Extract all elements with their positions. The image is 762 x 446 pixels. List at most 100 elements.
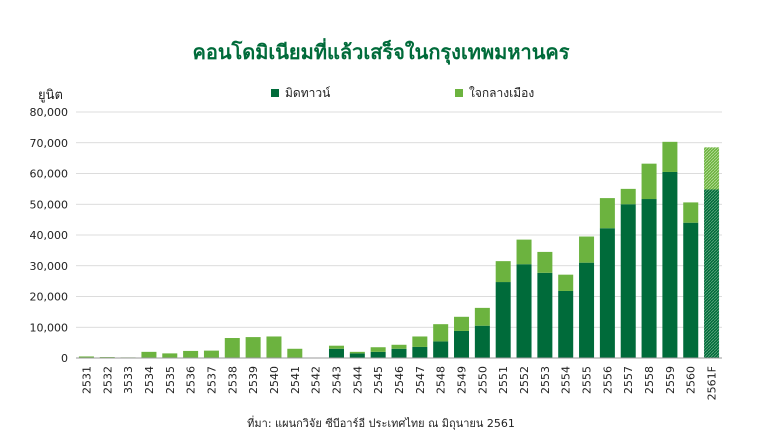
bar-downtown-2550 [474, 307, 490, 326]
legend-swatch [271, 89, 279, 97]
x-axis-ticks: 2531 2532 3533 2534 2535 2536 2537 2538 2539 2540… [80, 366, 718, 400]
bar-midtown-2544 [349, 353, 365, 358]
bar-downtown-2546 [391, 344, 407, 349]
x-tick-label: 2550 [476, 366, 489, 394]
x-tick-label: 2547 [414, 366, 427, 394]
x-tick-label: 2539 [247, 366, 260, 394]
bar-downtown-2545 [370, 347, 386, 352]
y-tick-label: 10,000 [30, 321, 69, 334]
bar-midtown-2553 [537, 272, 553, 358]
bar-downtown-2552 [516, 239, 532, 265]
bar-downtown-2534 [141, 351, 157, 358]
bar-midtown-2545 [370, 351, 386, 358]
bar-downtown-2558 [641, 163, 657, 200]
bar-midtown-2554 [558, 290, 574, 358]
bar-downtown-2537 [203, 350, 219, 358]
bar-midtown-2549 [454, 330, 470, 358]
bars [78, 141, 720, 358]
x-tick-label: 3533 [122, 366, 135, 394]
x-tick-label: 2538 [226, 366, 239, 394]
bar-downtown-2559 [662, 141, 678, 172]
bar-midtown-2546 [391, 348, 407, 358]
bar-midtown-2551 [495, 282, 511, 358]
bar-midtown-2543 [328, 348, 344, 358]
bar-downtown-2560 [683, 202, 699, 223]
bar-midtown-2552 [516, 264, 532, 358]
y-tick-label: 60,000 [30, 168, 69, 181]
x-tick-label: 2549 [456, 366, 469, 394]
bar-downtown-2538 [224, 338, 240, 358]
bar-midtown-2560 [683, 222, 699, 358]
x-tick-label: 2542 [310, 366, 323, 394]
legend: มิดทาวน์ ใจกลางเมือง [271, 86, 534, 100]
x-tick-label: 2532 [101, 366, 114, 394]
gridlines [76, 111, 722, 328]
x-tick-label: 2558 [643, 366, 656, 394]
x-tick-label: 2548 [435, 366, 448, 394]
bar-midtown-2548 [433, 341, 449, 358]
y-tick-label: 50,000 [30, 198, 69, 211]
y-tick-label: 0 [61, 352, 68, 365]
x-tick-label: 2557 [622, 366, 635, 394]
bar-downtown-2561F [704, 147, 720, 190]
x-tick-label: 2535 [164, 366, 177, 394]
x-tick-label: 2534 [143, 366, 156, 394]
x-tick-label: 2546 [393, 366, 406, 394]
source-note: ที่มา: แผนกวิจัย ซีบีอาร์อี ประเทศไทย ณ … [247, 415, 515, 430]
bar-midtown-2559 [662, 171, 678, 358]
x-tick-label: 2552 [518, 366, 531, 394]
bar-midtown-2555 [579, 262, 595, 358]
y-tick-label: 80,000 [30, 106, 69, 119]
bar-downtown-2531 [78, 356, 94, 358]
bar-midtown-2561F [704, 189, 720, 358]
bar-downtown-2547 [412, 336, 428, 347]
x-tick-label: 2543 [330, 366, 343, 394]
bar-downtown-2535 [162, 353, 178, 358]
x-tick-label: 2559 [664, 366, 677, 394]
x-tick-label: 2553 [539, 366, 552, 394]
x-tick-label: 2560 [685, 366, 698, 394]
x-tick-label: 2544 [351, 366, 364, 394]
bar-downtown-2540 [266, 336, 282, 358]
bar-midtown-2557 [620, 204, 636, 358]
bar-downtown-2539 [245, 337, 261, 358]
x-tick-label: 2537 [205, 366, 218, 394]
legend-label: ใจกลางเมือง [469, 86, 534, 100]
bar-midtown-2550 [474, 325, 490, 358]
x-tick-label: 2541 [289, 366, 302, 394]
y-axis-label: ยูนิต [38, 88, 63, 103]
bar-downtown-2553 [537, 251, 553, 273]
x-tick-label: 2561F [706, 366, 719, 400]
bar-downtown-2551 [495, 261, 511, 283]
bar-downtown-2536 [183, 350, 199, 358]
legend-swatch [455, 89, 463, 97]
y-tick-label: 40,000 [30, 229, 69, 242]
bar-downtown-2544 [349, 351, 365, 354]
x-tick-label: 2554 [560, 366, 573, 394]
y-tick-label: 30,000 [30, 260, 69, 273]
y-tick-label: 70,000 [30, 137, 69, 150]
x-tick-label: 2536 [185, 366, 198, 394]
bar-midtown-2547 [412, 346, 428, 358]
y-axis-ticks: 0 10,000 20,000 30,000 40,000 50,000 60,000 70,… [30, 106, 69, 365]
bar-downtown-2554 [558, 274, 574, 291]
x-tick-label: 2545 [372, 366, 385, 394]
x-tick-label: 2540 [268, 366, 281, 394]
legend-label: มิดทาวน์ [285, 86, 330, 100]
x-tick-label: 2555 [581, 366, 594, 394]
x-tick-label: 2531 [80, 366, 93, 394]
bar-midtown-2556 [599, 228, 615, 358]
bar-downtown-2543 [328, 345, 344, 349]
x-tick-label: 2556 [601, 366, 614, 394]
bar-downtown-2557 [620, 188, 636, 205]
bar-downtown-2555 [579, 236, 595, 263]
chart-title: คอนโดมิเนียมที่แล้วเสร็จในกรุงเทพมหานคร [192, 37, 569, 65]
bar-downtown-2548 [433, 324, 449, 342]
y-tick-label: 20,000 [30, 291, 69, 304]
bar-downtown-2541 [287, 348, 303, 358]
bar-midtown-2558 [641, 199, 657, 358]
bar-downtown-2549 [454, 316, 470, 331]
bar-downtown-2556 [599, 198, 615, 229]
